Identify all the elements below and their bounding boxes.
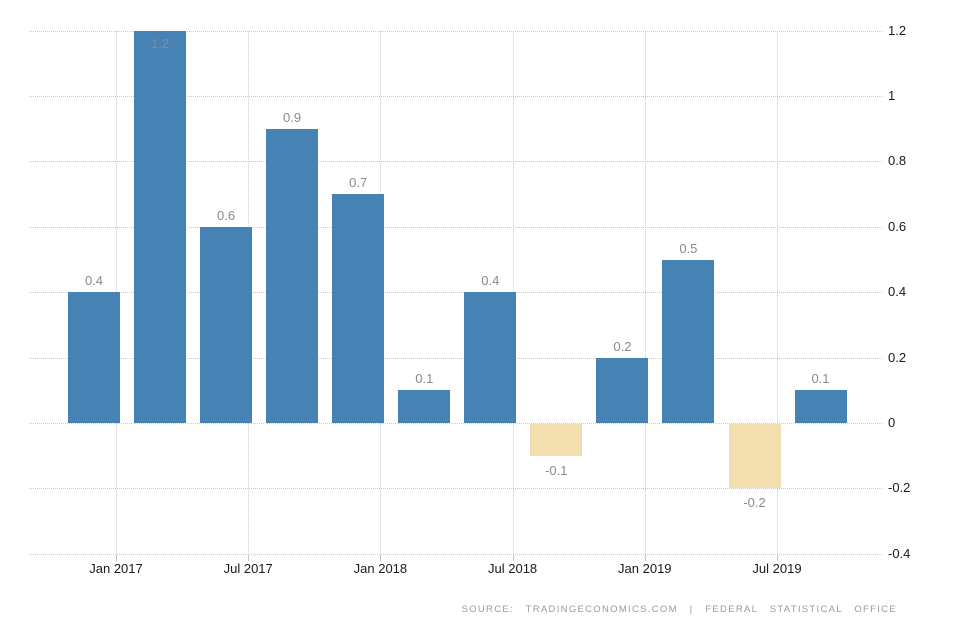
bar-value-label: 0.2 xyxy=(613,338,632,354)
y-axis-tick-label: -0.2 xyxy=(888,480,911,496)
bar-positive xyxy=(662,259,715,423)
gridline-horizontal xyxy=(29,553,882,555)
bar-negative xyxy=(728,424,781,489)
x-axis-tick-mark xyxy=(248,555,250,561)
y-axis-tick-label: 1 xyxy=(888,88,896,103)
x-axis-tick-label: Jan 2019 xyxy=(618,561,672,576)
x-axis-tick-mark xyxy=(380,555,382,561)
bar-value-label: -0.2 xyxy=(743,495,766,511)
y-axis-tick-label: 1.2 xyxy=(888,22,907,38)
x-axis-tick-label: Jul 2019 xyxy=(752,561,802,576)
x-axis-tick-mark xyxy=(777,555,778,561)
bar-value-label: 0.6 xyxy=(217,207,236,223)
x-axis-tick-mark xyxy=(116,555,117,561)
bar-positive xyxy=(794,390,847,423)
bar-positive xyxy=(596,357,649,423)
gridline-horizontal xyxy=(29,423,882,424)
bar-positive xyxy=(68,292,120,423)
bar-positive xyxy=(464,292,517,423)
source-attribution: SOURCE: TRADINGECONOMICS.COM | FEDERAL S… xyxy=(461,604,897,615)
bar-positive xyxy=(134,30,187,423)
gridline-horizontal xyxy=(29,161,882,163)
x-axis-tick-label: Jan 2018 xyxy=(353,561,408,576)
bar-positive xyxy=(398,390,451,423)
x-axis-tick-label: Jan 2017 xyxy=(89,561,143,576)
x-axis-tick-mark xyxy=(512,555,514,561)
bar-value-label: 0.1 xyxy=(415,371,434,387)
bar-value-label: 0.9 xyxy=(283,109,302,125)
bar-value-label: 0.4 xyxy=(481,273,500,289)
gridline-horizontal xyxy=(29,357,882,359)
bar-value-label: 0.4 xyxy=(84,273,104,289)
bar-value-label: -0.1 xyxy=(545,462,568,478)
gridline-vertical xyxy=(644,30,646,554)
gridline-horizontal xyxy=(29,30,882,32)
y-axis-tick-label: 0.2 xyxy=(888,349,907,365)
y-axis-tick-label: -0.4 xyxy=(888,545,911,561)
gridline-vertical xyxy=(777,30,778,554)
x-axis-tick-label: Jul 2017 xyxy=(223,561,273,576)
bar-positive xyxy=(200,226,253,423)
y-axis-tick-label: 0.8 xyxy=(888,153,907,169)
y-axis-tick-label: 0 xyxy=(888,415,896,430)
gridline-horizontal xyxy=(29,226,882,228)
bar-value-label: 0.1 xyxy=(811,371,830,387)
bar-value-label: 0.5 xyxy=(679,240,698,256)
bar-positive xyxy=(332,194,385,423)
y-axis-tick-label: 0.6 xyxy=(888,218,907,234)
gridline-horizontal xyxy=(29,96,882,97)
x-axis-tick-mark xyxy=(644,555,646,561)
bar-positive xyxy=(266,128,319,423)
bar-value-label: 1.2 xyxy=(151,35,170,51)
bar-value-label: 0.7 xyxy=(349,175,368,191)
gridline-horizontal xyxy=(29,292,882,294)
x-axis-tick-label: Jul 2018 xyxy=(488,561,538,576)
y-axis-tick-label: 0.4 xyxy=(888,284,907,300)
bar-negative xyxy=(530,424,583,456)
gridline-horizontal xyxy=(29,488,882,490)
